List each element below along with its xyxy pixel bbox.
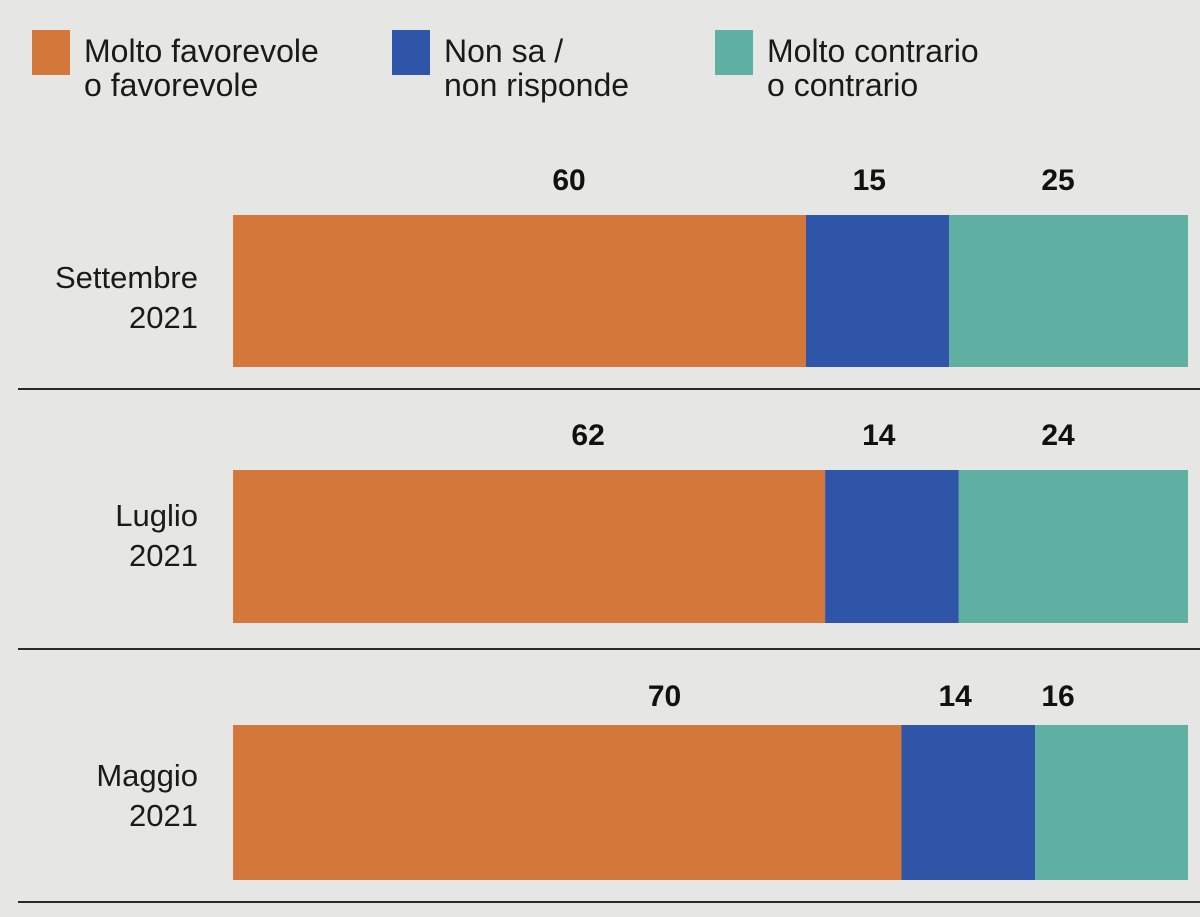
value-label-2-0: 70 [648, 680, 681, 713]
legend-swatch-2 [715, 30, 753, 75]
text-line: Maggio [96, 758, 198, 793]
plot-area: Settembre 2021 60 15 25 Luglio 2021 62 14 24 Maggi… [18, 164, 1200, 903]
text-line: non risponde [444, 67, 629, 103]
text-line: 2021 [129, 300, 198, 335]
text-line: 2021 [129, 538, 198, 573]
bar-2-0 [233, 725, 902, 880]
bar-1-1 [825, 470, 959, 623]
text-line: 2021 [129, 798, 198, 833]
legend-swatch-1 [392, 30, 430, 75]
value-label-0-0: 60 [552, 164, 585, 197]
bar-1-0 [233, 470, 826, 623]
text-line: o contrario [767, 67, 918, 103]
value-label-0-1: 15 [853, 164, 886, 197]
legend-label-2: Molto contrario o contrario [767, 33, 979, 103]
value-label-1-0: 62 [571, 419, 604, 452]
category-label-0: Settembre 2021 [55, 260, 198, 335]
text-line: Molto contrario [767, 33, 979, 69]
legend-swatch-0 [32, 30, 70, 75]
legend-label-0: Molto favorevole o favorevole [84, 33, 319, 103]
legend: Molto favorevole o favorevole Non sa / non … [32, 30, 979, 103]
text-line: Luglio [115, 498, 198, 533]
category-label-1: Luglio 2021 [115, 498, 198, 573]
text-line: Settembre [55, 260, 198, 295]
legend-label-1: Non sa / non risponde [444, 33, 629, 103]
text-line: Molto favorevole [84, 33, 319, 69]
bar-2-1 [901, 725, 1036, 880]
bar-0-2 [949, 215, 1188, 367]
category-label-2: Maggio 2021 [96, 758, 198, 833]
text-line: Non sa / [444, 33, 563, 69]
bar-1-2 [958, 470, 1188, 623]
text-line: o favorevole [84, 67, 258, 103]
bar-0-0 [233, 215, 806, 367]
bar-2-2 [1035, 725, 1188, 880]
value-label-0-2: 25 [1041, 164, 1074, 197]
value-label-2-1: 14 [939, 680, 973, 713]
value-label-1-2: 24 [1041, 419, 1075, 452]
value-label-1-1: 14 [862, 419, 896, 452]
bar-0-1 [806, 215, 950, 367]
value-label-2-2: 16 [1041, 680, 1074, 713]
